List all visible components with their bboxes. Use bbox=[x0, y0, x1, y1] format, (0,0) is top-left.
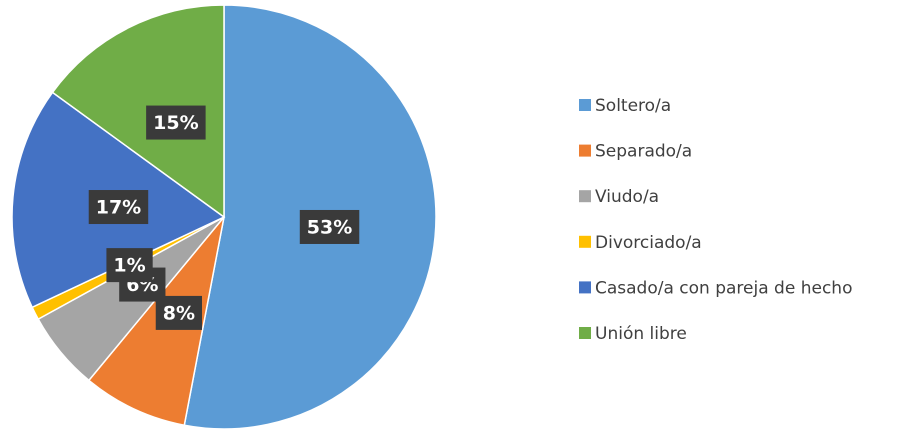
data-label-box bbox=[146, 105, 206, 140]
data-label-box bbox=[155, 295, 203, 330]
pie-slice bbox=[51, 4, 225, 219]
data-label-box bbox=[88, 190, 149, 225]
data-label: 8% bbox=[155, 295, 203, 330]
legend-label: Unión libre bbox=[595, 324, 687, 344]
legend-swatch bbox=[579, 327, 591, 339]
data-label: 17% bbox=[88, 190, 149, 225]
data-label-text: 8% bbox=[163, 302, 195, 324]
data-label-text: 1% bbox=[113, 255, 145, 277]
legend-swatch bbox=[579, 144, 591, 157]
data-label: 53% bbox=[299, 209, 360, 244]
data-label-text: 53% bbox=[307, 216, 352, 238]
legend-label: Soltero/a bbox=[595, 96, 671, 116]
legend-swatch bbox=[579, 99, 591, 111]
data-label-box bbox=[299, 209, 360, 244]
data-label: 15% bbox=[146, 105, 206, 140]
legend-swatch bbox=[579, 281, 591, 294]
legend-label: Divorciado/a bbox=[595, 233, 702, 253]
legend-label: Viudo/a bbox=[595, 187, 659, 207]
legend-label: Separado/a bbox=[595, 142, 692, 162]
legend-swatch bbox=[579, 235, 591, 248]
data-label: 1% bbox=[106, 248, 153, 283]
data-label-box bbox=[106, 248, 153, 283]
data-label-text: 17% bbox=[96, 197, 141, 219]
legend-swatch bbox=[579, 190, 591, 203]
data-label-text: 15% bbox=[153, 112, 198, 134]
legend-label: Casado/a con pareja de hecho bbox=[595, 278, 852, 298]
